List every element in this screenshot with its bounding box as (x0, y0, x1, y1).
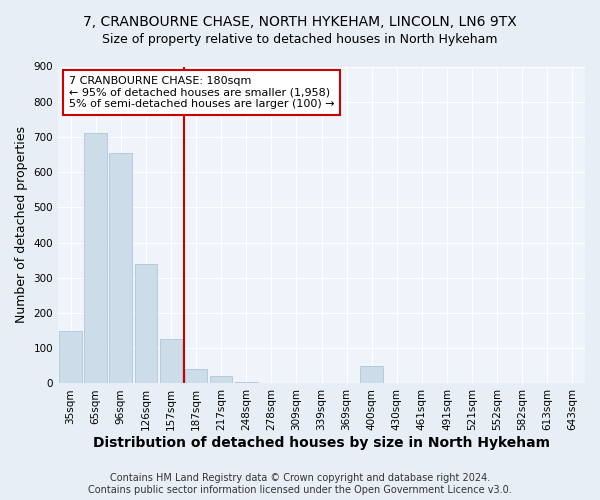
X-axis label: Distribution of detached houses by size in North Hykeham: Distribution of detached houses by size … (93, 436, 550, 450)
Bar (134, 264, 157, 384)
Bar (59, 330, 82, 384)
Bar (85, 134, 107, 384)
Bar (160, 338, 182, 384)
Text: 7, CRANBOURNE CHASE, NORTH HYKEHAM, LINCOLN, LN6 9TX: 7, CRANBOURNE CHASE, NORTH HYKEHAM, LINC… (83, 15, 517, 29)
Text: Contains HM Land Registry data © Crown copyright and database right 2024.
Contai: Contains HM Land Registry data © Crown c… (88, 474, 512, 495)
Bar (109, 153, 132, 384)
Bar (210, 376, 232, 384)
Y-axis label: Number of detached properties: Number of detached properties (15, 126, 28, 324)
Text: Size of property relative to detached houses in North Hykeham: Size of property relative to detached ho… (102, 32, 498, 46)
Bar (185, 370, 208, 384)
Text: 7 CRANBOURNE CHASE: 180sqm
← 95% of detached houses are smaller (1,958)
5% of se: 7 CRANBOURNE CHASE: 180sqm ← 95% of deta… (68, 76, 334, 109)
Bar (361, 366, 383, 384)
Bar (235, 382, 257, 384)
